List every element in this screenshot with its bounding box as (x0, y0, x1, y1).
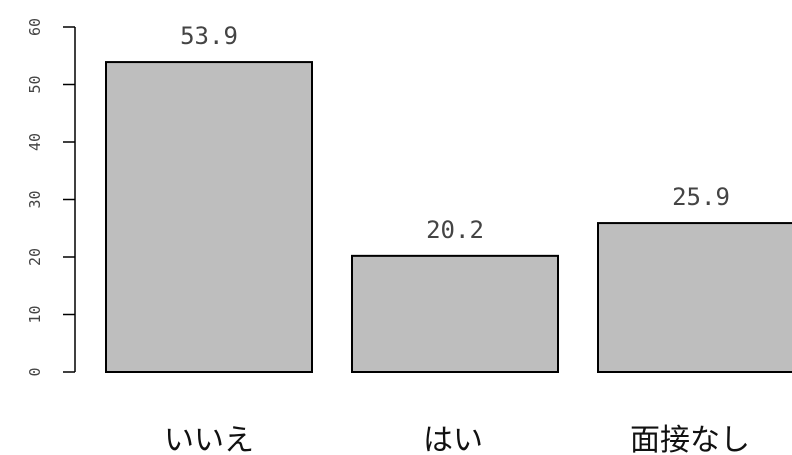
bar (597, 222, 792, 373)
y-tick-label: 0 (26, 367, 44, 376)
data-labels: 53.9 20.2 25.9 (180, 22, 730, 244)
y-tick-label: 20 (26, 248, 44, 266)
y-tick-label: 30 (26, 190, 44, 208)
y-tick-label: 40 (26, 133, 44, 151)
y-axis: 0 10 20 30 40 50 60 (26, 18, 76, 377)
data-label: 25.9 (672, 183, 730, 211)
category-label: はい (423, 423, 483, 455)
category-labels: いいえ はい 面接なし (164, 423, 750, 455)
bar (105, 61, 313, 373)
category-label: 面接なし (630, 423, 750, 455)
y-tick-label: 10 (26, 305, 44, 323)
y-tick-label: 60 (26, 18, 44, 36)
bars (105, 61, 792, 374)
category-label: いいえ (164, 423, 254, 455)
data-label: 20.2 (426, 216, 484, 244)
y-tick-label: 50 (26, 75, 44, 93)
data-label: 53.9 (180, 22, 238, 50)
bar (351, 254, 559, 374)
